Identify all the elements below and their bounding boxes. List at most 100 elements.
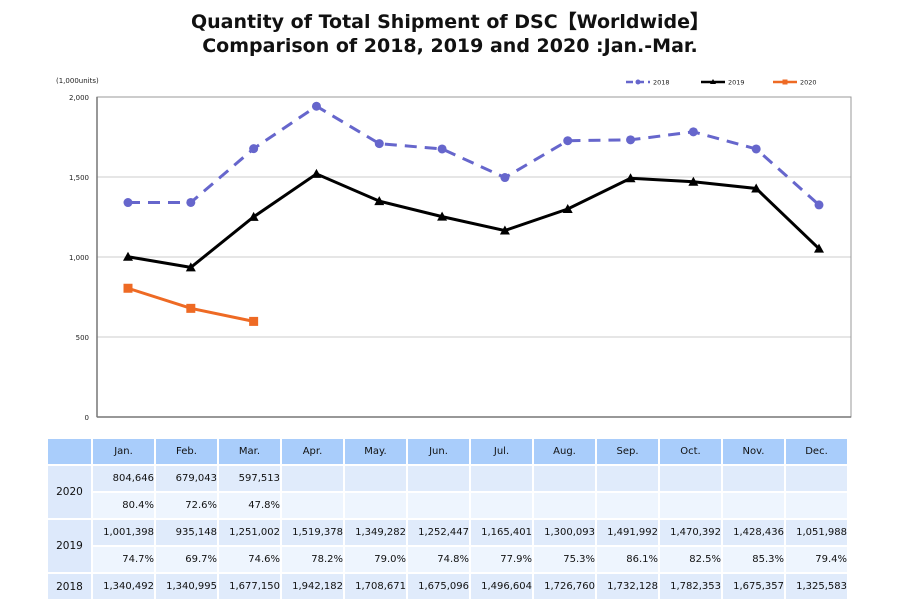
table-value-cell: 597,513	[219, 466, 280, 491]
table-row-2019-values: 2019 1,001,398 935,148 1,251,002 1,519,378 1,…	[48, 520, 847, 572]
data-point	[688, 127, 698, 137]
table-value-cell: 1,732,128	[597, 574, 658, 599]
series-2018	[123, 101, 824, 210]
legend-item-2019: 2019	[701, 79, 745, 87]
data-point	[186, 197, 196, 207]
data-point	[499, 225, 510, 235]
table-year-cell: 2020	[48, 466, 91, 518]
table-value-cell: 1,300,093	[534, 520, 595, 545]
table-value-cell	[597, 466, 658, 491]
table-value-cell: 1,942,182	[282, 574, 343, 599]
table-value-cell	[471, 466, 532, 491]
legend-item-2018: 2018	[626, 79, 670, 87]
table-value-cell: 1,252,447	[408, 520, 469, 545]
table-percent-cell: 74.6%	[219, 547, 280, 572]
table-value-cell: 1,340,492	[93, 574, 154, 599]
table-value-cell: 935,148	[156, 520, 217, 545]
data-point	[374, 139, 384, 149]
table-row-2020-percents: 80.4% 72.6% 47.8%	[48, 493, 847, 518]
data-point	[186, 303, 196, 313]
data-point	[437, 211, 448, 221]
table-value-cell: 679,043	[156, 466, 217, 491]
table-percent-cell: 74.8%	[408, 547, 469, 572]
table-value-cell: 1,051,988	[786, 520, 847, 545]
table-percent-cell: 86.1%	[597, 547, 658, 572]
data-point	[123, 251, 133, 261]
table-year-cell: 2019	[48, 520, 91, 572]
table-row-2019-percents: 74.7% 69.7% 74.6% 78.2% 79.0% 74.8% 77.9% 75.3%…	[48, 547, 847, 572]
legend-label: 2019	[728, 79, 745, 87]
chart-title-line1: Quantity of Total Shipment of DSC【Worldw…	[190, 11, 710, 33]
table-value-cell: 1,496,604	[471, 574, 532, 599]
series-line-2018	[127, 104, 820, 207]
legend-label: 2018	[653, 79, 670, 87]
table-value-cell: 1,675,357	[723, 574, 784, 599]
data-point	[626, 135, 636, 145]
table-corner-cell	[48, 439, 91, 464]
y-axis-unit-label: (1,000units)	[56, 77, 99, 85]
table-header-cell: Jul.	[471, 439, 532, 464]
table-percent-cell: 78.2%	[282, 547, 343, 572]
table-value-cell	[408, 466, 469, 491]
table-header-cell: Sep.	[597, 439, 658, 464]
chart-title-line2: Comparison of 2018, 2019 and 2020 :Jan.-…	[202, 35, 698, 57]
data-point	[688, 176, 699, 186]
table-value-cell: 1,491,992	[597, 520, 658, 545]
table-header-cell: Jan.	[93, 439, 154, 464]
legend-marker	[782, 79, 788, 85]
table-value-cell: 1,349,282	[345, 520, 406, 545]
table-header-cell: Nov.	[723, 439, 784, 464]
data-table: Jan. Feb. Mar. Apr. May. Jun. Jul. Aug. Sep. Oct.…	[46, 437, 849, 601]
data-point	[500, 173, 510, 183]
table-percent-cell: 69.7%	[156, 547, 217, 572]
table-percent-cell: 82.5%	[660, 547, 721, 572]
table-percent-cell	[345, 493, 406, 518]
table-value-cell: 1,001,398	[93, 520, 154, 545]
data-point	[751, 144, 761, 154]
data-point	[625, 173, 636, 183]
table-year-cell: 2018	[48, 574, 91, 599]
table-value-cell	[786, 466, 847, 491]
data-point	[814, 243, 824, 253]
legend-item-2020: 2020	[773, 79, 817, 87]
table-header-cell: May.	[345, 439, 406, 464]
data-point	[249, 144, 259, 154]
table-header-row: Jan. Feb. Mar. Apr. May. Jun. Jul. Aug. Sep. Oct.…	[48, 439, 847, 464]
table-percent-cell: 47.8%	[219, 493, 280, 518]
table-percent-cell: 80.4%	[93, 493, 154, 518]
table-value-cell: 1,675,096	[408, 574, 469, 599]
table-percent-cell	[660, 493, 721, 518]
data-point	[123, 198, 133, 208]
data-point	[248, 211, 259, 221]
table-header-cell: Oct.	[660, 439, 721, 464]
data-point	[185, 262, 196, 272]
data-point	[374, 196, 385, 206]
table-percent-cell	[282, 493, 343, 518]
y-tick-label: 2,000	[69, 94, 89, 102]
data-point	[437, 144, 447, 154]
table-percent-cell: 79.4%	[786, 547, 847, 572]
table-percent-cell: 75.3%	[534, 547, 595, 572]
table-value-cell: 1,470,392	[660, 520, 721, 545]
table-value-cell: 1,340,995	[156, 574, 217, 599]
table-value-cell: 1,428,436	[723, 520, 784, 545]
table-value-cell: 1,782,353	[660, 574, 721, 599]
table-header-cell: Jun.	[408, 439, 469, 464]
table-percent-cell: 74.7%	[93, 547, 154, 572]
table-percent-cell: 77.9%	[471, 547, 532, 572]
series-2020	[123, 283, 259, 326]
table-percent-cell	[471, 493, 532, 518]
table-header-cell: Mar.	[219, 439, 280, 464]
table-percent-cell	[534, 493, 595, 518]
series-line-2019	[127, 172, 821, 269]
table-value-cell: 804,646	[93, 466, 154, 491]
table-value-cell	[345, 466, 406, 491]
table-value-cell: 1,325,583	[786, 574, 847, 599]
table-header-cell: Aug.	[534, 439, 595, 464]
legend-label: 2020	[800, 79, 817, 87]
table-row-2020-values: 2020 804,646 679,043 597,513	[48, 466, 847, 518]
table-percent-cell: 79.0%	[345, 547, 406, 572]
y-tick-label: 500	[76, 334, 89, 342]
legend-marker	[635, 79, 641, 85]
table-row-2018-values: 2018 1,340,492 1,340,995 1,677,150 1,942,182…	[48, 574, 847, 599]
